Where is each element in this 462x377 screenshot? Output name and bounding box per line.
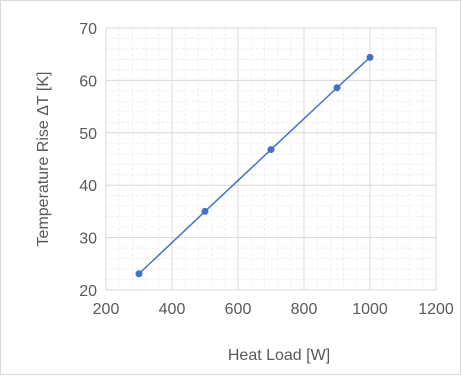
y-tick-label: 60 <box>79 73 97 90</box>
y-tick-label: 40 <box>79 178 97 195</box>
series-layer <box>135 53 374 278</box>
data-point <box>135 270 143 278</box>
y-tick-label: 50 <box>79 126 97 143</box>
x-tick-label: 1000 <box>352 301 388 318</box>
y-tick-label: 30 <box>79 231 97 248</box>
y-axis-title: Temperature Rise ΔT [K] <box>35 72 52 247</box>
x-tick-label: 600 <box>225 301 252 318</box>
x-tick-label: 400 <box>159 301 186 318</box>
x-axis-title: Heat Load [W] <box>228 347 330 364</box>
y-tick-label: 70 <box>79 21 97 38</box>
data-point <box>267 146 275 154</box>
plot-area <box>105 27 437 291</box>
x-tick-label: 200 <box>93 301 120 318</box>
x-tick-labels: 200 400 600 800 1000 1200 <box>93 301 454 318</box>
y-tick-labels: 20 30 40 50 60 70 <box>79 21 97 300</box>
data-point <box>201 207 209 215</box>
data-point <box>333 84 341 92</box>
grid-layer <box>105 27 437 291</box>
y-tick-label: 20 <box>79 283 97 300</box>
x-tick-label: 800 <box>291 301 318 318</box>
x-tick-label: 1200 <box>418 301 454 318</box>
data-point <box>366 53 374 61</box>
